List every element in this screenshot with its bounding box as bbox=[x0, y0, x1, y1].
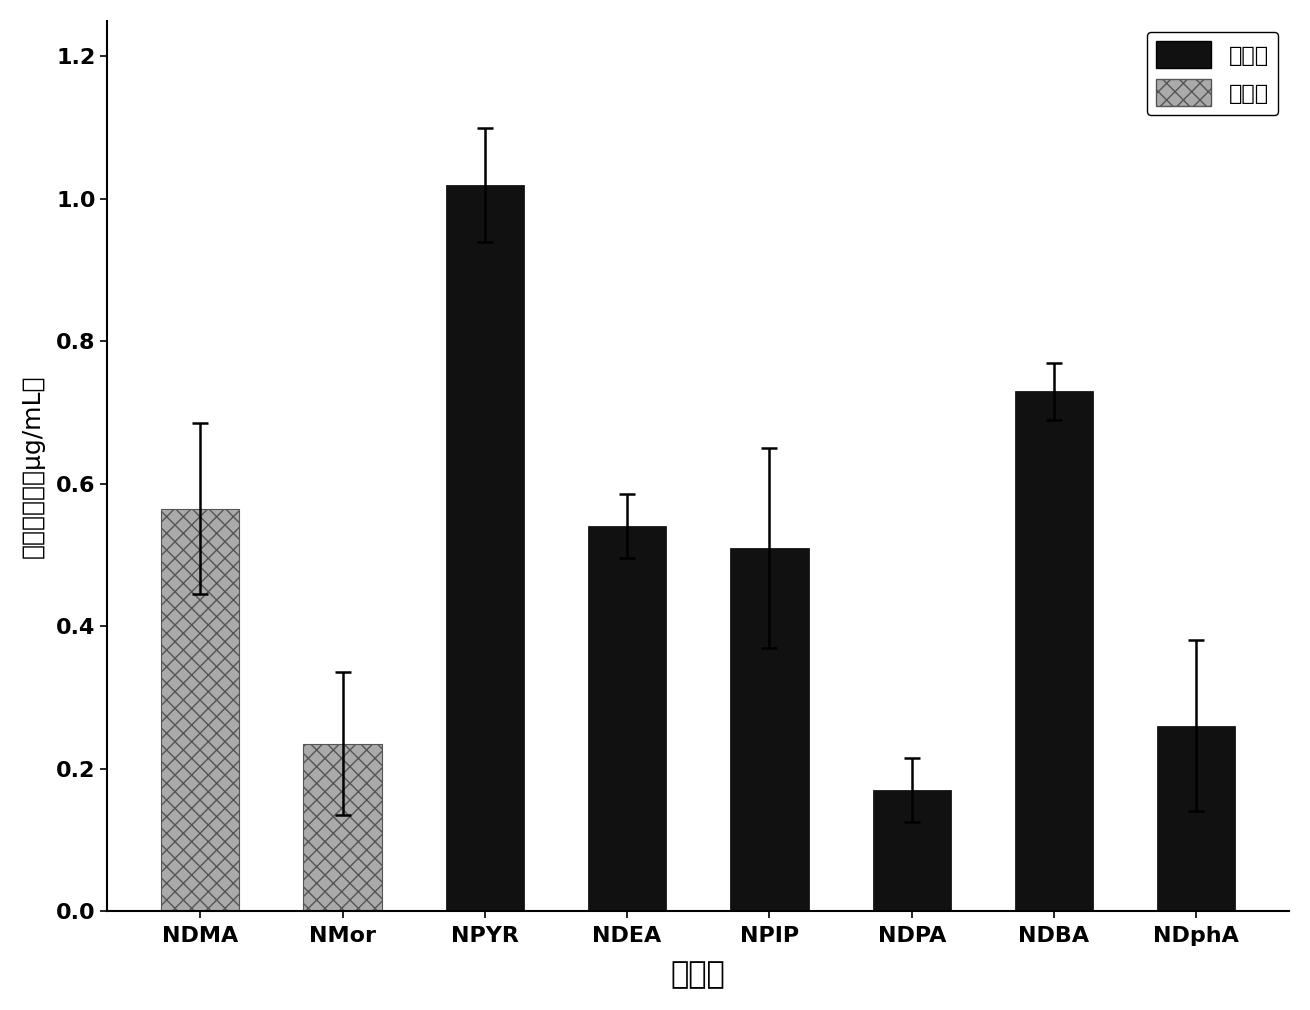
X-axis label: 亚硕胺: 亚硕胺 bbox=[671, 961, 726, 989]
Bar bbox=[872, 790, 951, 911]
Bar bbox=[445, 185, 524, 911]
Bar bbox=[1015, 391, 1093, 911]
Bar bbox=[304, 743, 381, 911]
Bar bbox=[588, 526, 667, 911]
Bar bbox=[1157, 726, 1235, 911]
Bar bbox=[161, 509, 240, 911]
Bar bbox=[730, 547, 808, 911]
Legend: 降低量, 增加量: 降低量, 增加量 bbox=[1146, 32, 1279, 115]
Y-axis label: 浓度变化量（μg/mL）: 浓度变化量（μg/mL） bbox=[21, 374, 45, 558]
